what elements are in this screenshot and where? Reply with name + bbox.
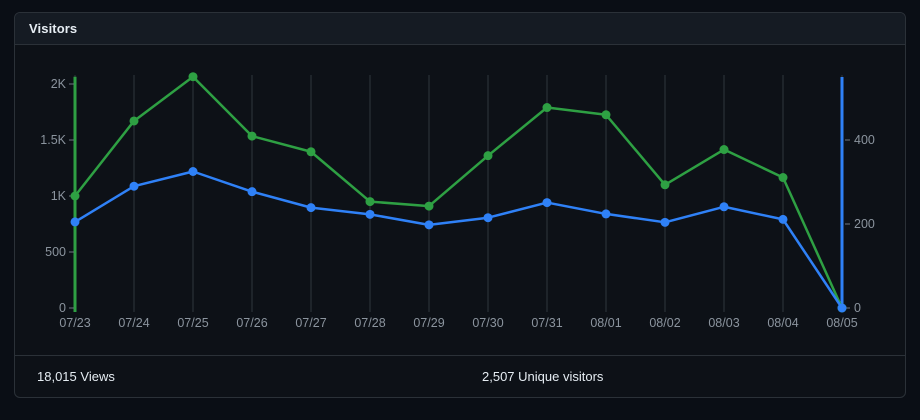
views-data-point[interactable] [601,110,611,120]
unique-visitors-total-value: 2,507 [482,369,515,384]
unique-visitors-data-point[interactable] [365,209,375,219]
views-data-point[interactable] [542,103,552,113]
views-data-point[interactable] [188,72,198,82]
unique-visitors-data-point[interactable] [306,203,316,213]
unique-visitors-data-point[interactable] [247,187,257,197]
x-axis-label: 07/23 [59,316,90,330]
unique-visitors-data-point[interactable] [542,198,552,208]
card-footer: 18,015 Views 2,507 Unique visitors [15,355,905,397]
x-axis-label: 07/31 [531,316,562,330]
unique-visitors-data-point[interactable] [188,167,198,176]
x-axis-label: 07/27 [295,316,326,330]
unique-visitors-data-point[interactable] [601,209,611,219]
unique-visitors-data-point[interactable] [778,214,788,224]
views-line [73,75,844,310]
views-data-point[interactable] [129,116,139,126]
x-axis-label: 07/29 [413,316,444,330]
unique-visitors-data-point[interactable] [719,202,729,212]
x-axis-label: 07/28 [354,316,385,330]
unique-visitors-total-label: Unique visitors [518,369,604,384]
views-data-point[interactable] [424,201,434,211]
x-axis-label: 07/25 [177,316,208,330]
visitors-chart[interactable]: 0 500 1K 1.5K 2K 0 200 400 07/23 07/24 07/25 07/26 0… [15,45,905,355]
views-total-stat: 18,015 Views [15,369,460,384]
views-total-value: 18,015 [37,369,77,384]
views-data-point[interactable] [70,191,80,201]
unique-visitors-data-point[interactable] [837,303,847,313]
x-axis-label: 08/03 [708,316,739,330]
unique-visitors-data-point[interactable] [129,181,139,191]
visitors-card: Visitors 0 500 1K 1.5K 2K 0 200 400 07/23 07/24 07… [14,12,906,398]
unique-visitors-line [73,170,844,310]
x-axis-label: 08/01 [590,316,621,330]
unique-visitors-total-stat: 2,507 Unique visitors [460,369,905,384]
left-axis-label: 2K [51,77,67,91]
left-axis-label: 1K [51,189,67,203]
unique-visitors-data-point[interactable] [483,213,493,223]
right-axis-label: 200 [854,217,875,231]
right-axis-label: 400 [854,133,875,147]
unique-visitors-data-point[interactable] [660,217,670,227]
left-axis-label: 1.5K [40,133,66,147]
right-axis-label: 0 [854,301,861,315]
views-data-point[interactable] [719,145,729,155]
views-data-point[interactable] [778,173,788,183]
views-total-label: Views [80,369,115,384]
left-axis-label: 500 [45,245,66,259]
x-axis-label: 07/30 [472,316,503,330]
x-axis-label: 07/26 [236,316,267,330]
left-axis-label: 0 [59,301,66,315]
views-data-point[interactable] [247,131,257,141]
views-data-point[interactable] [483,151,493,161]
card-header: Visitors [15,13,905,45]
x-axis-label: 07/24 [118,316,149,330]
x-axis-label: 08/05 [826,316,857,330]
unique-visitors-data-point[interactable] [70,217,80,227]
x-axis-label: 08/02 [649,316,680,330]
card-title: Visitors [29,21,78,36]
unique-visitors-data-point[interactable] [424,220,434,230]
views-data-point[interactable] [306,147,316,157]
views-data-point[interactable] [660,180,670,190]
x-axis-label: 08/04 [767,316,798,330]
views-data-point[interactable] [365,197,375,207]
chart-container: 0 500 1K 1.5K 2K 0 200 400 07/23 07/24 07/25 07/26 0… [15,45,905,355]
